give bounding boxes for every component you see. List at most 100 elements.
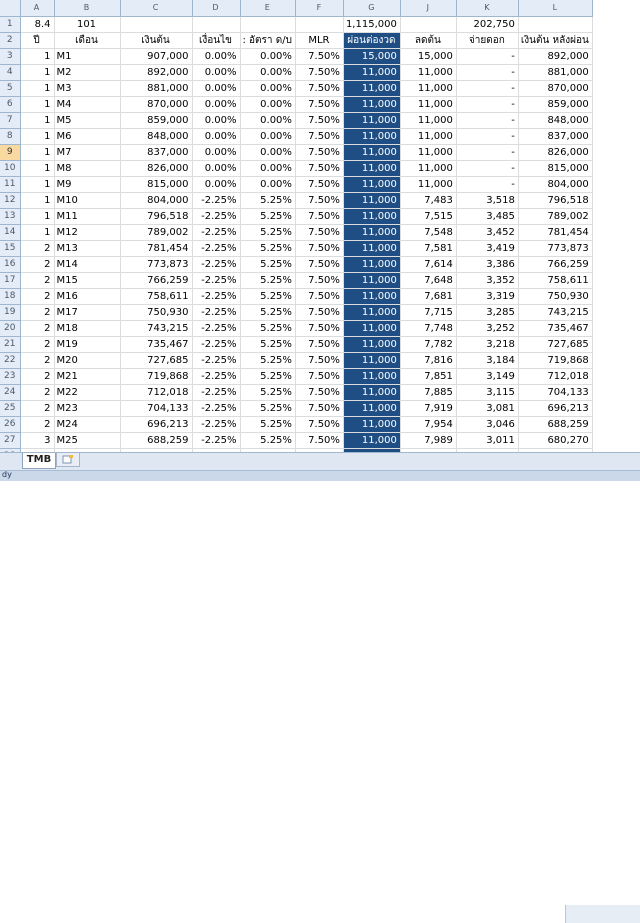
cell-l[interactable]: 848,000 bbox=[518, 112, 593, 129]
cell-k[interactable]: จ่ายดอก bbox=[456, 32, 519, 49]
cell-c[interactable]: 688,259 bbox=[120, 432, 193, 449]
cell-d[interactable]: 0.00% bbox=[192, 96, 241, 113]
cell-l[interactable]: 796,518 bbox=[518, 192, 593, 209]
cell-c[interactable]: 789,002 bbox=[120, 224, 193, 241]
cell-d[interactable]: -2.25% bbox=[192, 208, 241, 225]
cell-j[interactable]: 7,614 bbox=[400, 256, 457, 273]
cell-b[interactable]: M5 bbox=[54, 112, 121, 129]
cell-a[interactable]: 1 bbox=[20, 192, 55, 209]
cell-k[interactable]: 3,319 bbox=[456, 288, 519, 305]
cell-b[interactable]: M3 bbox=[54, 80, 121, 97]
cell-f[interactable]: 7.50% bbox=[295, 352, 344, 369]
cell-g[interactable]: 11,000 bbox=[343, 240, 401, 257]
cell-g[interactable]: 11,000 bbox=[343, 208, 401, 225]
row-header[interactable]: 22 bbox=[0, 352, 21, 369]
cell-d[interactable]: 0.00% bbox=[192, 48, 241, 65]
cell-a[interactable]: 2 bbox=[20, 320, 55, 337]
cell-g[interactable]: 11,000 bbox=[343, 128, 401, 145]
cell-f[interactable]: 7.50% bbox=[295, 304, 344, 321]
cell-l[interactable]: 719,868 bbox=[518, 352, 593, 369]
cell-k[interactable]: 202,750 bbox=[456, 16, 519, 33]
cell-e[interactable]: 0.00% bbox=[240, 176, 296, 193]
cell-l[interactable]: 837,000 bbox=[518, 128, 593, 145]
row-header[interactable]: 5 bbox=[0, 80, 21, 97]
cell-d[interactable]: -2.25% bbox=[192, 384, 241, 401]
cell-a[interactable]: 3 bbox=[20, 432, 55, 449]
row-header[interactable]: 24 bbox=[0, 384, 21, 401]
row-header[interactable]: 9 bbox=[0, 144, 21, 161]
cell-g[interactable]: 11,000 bbox=[343, 96, 401, 113]
cell-k[interactable]: 3,252 bbox=[456, 320, 519, 337]
cell-k[interactable]: 3,115 bbox=[456, 384, 519, 401]
cell-d[interactable]: 0.00% bbox=[192, 80, 241, 97]
cell-j[interactable] bbox=[400, 16, 457, 33]
cell-d[interactable]: -2.25% bbox=[192, 256, 241, 273]
cell-f[interactable]: 7.50% bbox=[295, 80, 344, 97]
cell-a[interactable]: 1 bbox=[20, 112, 55, 129]
cell-a[interactable]: 2 bbox=[20, 304, 55, 321]
cell-l[interactable]: 688,259 bbox=[518, 416, 593, 433]
cell-a[interactable]: 1 bbox=[20, 160, 55, 177]
cell-c[interactable]: 848,000 bbox=[120, 128, 193, 145]
cell-d[interactable]: 0.00% bbox=[192, 64, 241, 81]
cell-f[interactable]: 7.50% bbox=[295, 128, 344, 145]
cell-l[interactable]: เงินต้น หลังผ่อน bbox=[518, 32, 593, 49]
cell-b[interactable]: M25 bbox=[54, 432, 121, 449]
cell-j[interactable]: 7,989 bbox=[400, 432, 457, 449]
cell-j[interactable]: 7,782 bbox=[400, 336, 457, 353]
cell-e[interactable]: 5.25% bbox=[240, 208, 296, 225]
cell-c[interactable]: 735,467 bbox=[120, 336, 193, 353]
cell-j[interactable]: 7,515 bbox=[400, 208, 457, 225]
cell-d[interactable]: -2.25% bbox=[192, 400, 241, 417]
cell-j[interactable]: 7,581 bbox=[400, 240, 457, 257]
cell-e[interactable]: 5.25% bbox=[240, 368, 296, 385]
cell-a[interactable]: 8.4 bbox=[20, 16, 55, 33]
cell-j[interactable]: 7,748 bbox=[400, 320, 457, 337]
cell-e[interactable]: 0.00% bbox=[240, 64, 296, 81]
column-header-a[interactable]: A bbox=[20, 0, 55, 17]
cell-b[interactable]: M15 bbox=[54, 272, 121, 289]
horizontal-scroll-area[interactable] bbox=[565, 905, 640, 923]
cell-g[interactable]: 1,115,000 bbox=[343, 16, 401, 33]
row-header[interactable]: 6 bbox=[0, 96, 21, 113]
cell-g[interactable]: 11,000 bbox=[343, 432, 401, 449]
cell-g[interactable]: 11,000 bbox=[343, 144, 401, 161]
row-header[interactable]: 18 bbox=[0, 288, 21, 305]
cell-e[interactable]: 5.25% bbox=[240, 304, 296, 321]
cell-f[interactable]: 7.50% bbox=[295, 144, 344, 161]
cell-k[interactable]: - bbox=[456, 160, 519, 177]
cell-l[interactable]: 815,000 bbox=[518, 160, 593, 177]
cell-d[interactable]: -2.25% bbox=[192, 336, 241, 353]
cell-a[interactable]: 2 bbox=[20, 272, 55, 289]
cell-a[interactable]: 1 bbox=[20, 64, 55, 81]
cell-d[interactable]: -2.25% bbox=[192, 304, 241, 321]
cell-j[interactable]: 7,648 bbox=[400, 272, 457, 289]
cell-b[interactable]: M12 bbox=[54, 224, 121, 241]
cell-j[interactable]: ลดต้น bbox=[400, 32, 457, 49]
cell-b[interactable]: 101 bbox=[54, 16, 121, 33]
cell-a[interactable]: 2 bbox=[20, 400, 55, 417]
cell-b[interactable]: เดือน bbox=[54, 32, 121, 49]
cell-d[interactable]: -2.25% bbox=[192, 240, 241, 257]
cell-c[interactable]: 719,868 bbox=[120, 368, 193, 385]
cell-f[interactable]: 7.50% bbox=[295, 208, 344, 225]
cell-b[interactable]: M10 bbox=[54, 192, 121, 209]
cell-j[interactable]: 7,681 bbox=[400, 288, 457, 305]
row-header[interactable]: 13 bbox=[0, 208, 21, 225]
cell-c[interactable]: 870,000 bbox=[120, 96, 193, 113]
cell-g[interactable]: 11,000 bbox=[343, 224, 401, 241]
cell-l[interactable]: 735,467 bbox=[518, 320, 593, 337]
cell-b[interactable]: M4 bbox=[54, 96, 121, 113]
cell-a[interactable]: 1 bbox=[20, 224, 55, 241]
cell-f[interactable]: 7.50% bbox=[295, 320, 344, 337]
cell-e[interactable]: 0.00% bbox=[240, 160, 296, 177]
cell-k[interactable]: - bbox=[456, 112, 519, 129]
cell-d[interactable]: 0.00% bbox=[192, 128, 241, 145]
cell-e[interactable]: 5.25% bbox=[240, 352, 296, 369]
cell-k[interactable]: 3,285 bbox=[456, 304, 519, 321]
cell-d[interactable]: -2.25% bbox=[192, 288, 241, 305]
cell-d[interactable]: 0.00% bbox=[192, 160, 241, 177]
cell-e[interactable]: 5.25% bbox=[240, 256, 296, 273]
cell-l[interactable]: 696,213 bbox=[518, 400, 593, 417]
cell-a[interactable]: 1 bbox=[20, 176, 55, 193]
